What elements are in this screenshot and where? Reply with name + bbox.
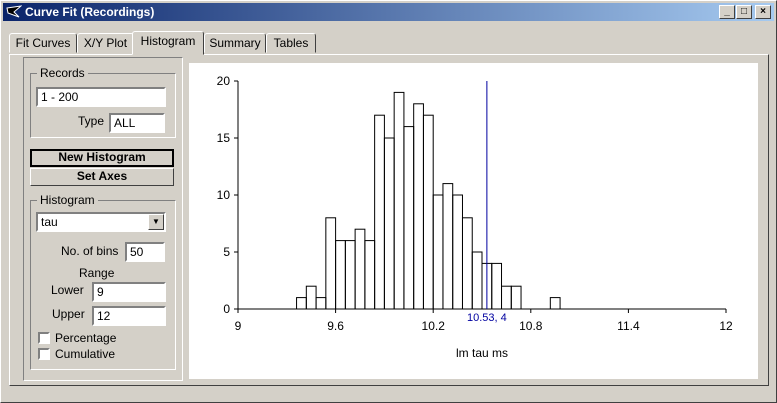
x-tick-label: 9 — [235, 319, 242, 333]
records-legend: Records — [40, 66, 85, 80]
variable-select[interactable]: tau ▼ — [36, 212, 166, 232]
y-tick-label: 20 — [217, 74, 231, 88]
histogram-tab-panel — [9, 54, 769, 386]
x-axis-title: lm tau ms — [456, 346, 508, 360]
histogram-bar — [344, 240, 356, 310]
percentage-label: Percentage — [55, 331, 117, 345]
histogram-bar — [364, 240, 376, 310]
histogram-plot-area[interactable]: 0 5 10 15 20 9 9.6 10.2 10.8 11.4 12 lm tau ms 10.53… — [189, 63, 758, 379]
histogram-bar — [383, 137, 395, 310]
y-tick-label: 0 — [223, 302, 230, 316]
close-button[interactable]: × — [755, 5, 771, 19]
records-group: Records — [30, 66, 176, 138]
x-tick-label: 10.8 — [519, 319, 543, 333]
histogram-chart[interactable]: 0 5 10 15 20 9 9.6 10.2 10.8 11.4 12 lm tau ms 10.53… — [189, 63, 758, 379]
variable-select-value: tau — [41, 215, 58, 229]
histogram-bar — [442, 183, 454, 310]
histogram-bar — [510, 285, 522, 310]
histogram-bar — [549, 297, 561, 310]
new-histogram-button[interactable]: New Histogram — [30, 149, 174, 167]
x-tick-label: 10.2 — [422, 319, 446, 333]
control-panel: Records 1 - 200 Type ALL New Histogram S… — [23, 57, 183, 381]
histogram-bar — [296, 297, 307, 310]
tab-fit-curves[interactable]: Fit Curves — [9, 33, 77, 53]
minimize-button[interactable]: _ — [719, 5, 735, 19]
histogram-bar — [325, 217, 337, 310]
title-bar[interactable]: Curve Fit (Recordings) _ □ × — [3, 3, 774, 21]
histogram-bar — [422, 114, 434, 310]
histogram-bar — [393, 91, 405, 310]
y-tick-label: 15 — [217, 131, 231, 145]
tab-tables[interactable]: Tables — [266, 33, 316, 53]
histogram-bar — [501, 285, 512, 310]
histogram-bar — [491, 262, 503, 310]
percentage-checkbox[interactable] — [38, 332, 50, 344]
histogram-group: Histogram — [30, 193, 176, 370]
histogram-legend: Histogram — [40, 193, 95, 207]
maximize-button[interactable]: □ — [736, 5, 752, 19]
maximize-icon: □ — [740, 6, 748, 17]
cursor-readout-label: 10.53, 4 — [467, 312, 507, 324]
x-tick-label: 12 — [719, 319, 733, 333]
x-tick-label: 11.4 — [617, 319, 640, 333]
upper-input[interactable]: 12 — [92, 306, 166, 326]
tab-xy-plot[interactable]: X/Y Plot — [77, 33, 134, 53]
lower-label: Lower — [51, 283, 84, 297]
histogram-bar — [354, 228, 366, 310]
histogram-bar — [471, 251, 483, 310]
cumulative-checkbox[interactable] — [38, 348, 50, 360]
upper-label: Upper — [52, 307, 85, 321]
histogram-bar — [374, 114, 385, 310]
lower-input[interactable]: 9 — [92, 282, 166, 302]
type-input[interactable]: ALL — [109, 113, 165, 133]
y-tick-label: 5 — [223, 245, 230, 259]
histogram-bar — [432, 194, 444, 310]
window-title: Curve Fit (Recordings) — [25, 5, 155, 19]
minimize-icon: _ — [724, 6, 730, 17]
type-label: Type — [78, 114, 105, 128]
set-axes-button[interactable]: Set Axes — [30, 168, 174, 186]
range-label: Range — [79, 266, 115, 280]
close-icon: × — [760, 6, 766, 17]
histogram-bar — [315, 297, 327, 310]
y-tick-label: 10 — [217, 188, 231, 202]
tab-summary[interactable]: Summary — [204, 33, 266, 53]
histogram-bar — [305, 285, 317, 310]
histogram-bar — [452, 194, 463, 310]
histogram-bar — [403, 126, 415, 310]
histogram-bar — [413, 103, 424, 310]
histogram-bar — [461, 217, 473, 310]
tab-histogram[interactable]: Histogram — [132, 31, 204, 55]
bins-input[interactable]: 50 — [125, 242, 165, 262]
chevron-down-icon[interactable]: ▼ — [148, 214, 164, 230]
histogram-bar — [335, 240, 346, 310]
bins-label: No. of bins — [61, 244, 119, 258]
x-tick-label: 9.6 — [327, 319, 344, 333]
records-range-input[interactable]: 1 - 200 — [36, 87, 166, 107]
app-icon — [6, 5, 22, 18]
cumulative-label: Cumulative — [55, 347, 116, 361]
